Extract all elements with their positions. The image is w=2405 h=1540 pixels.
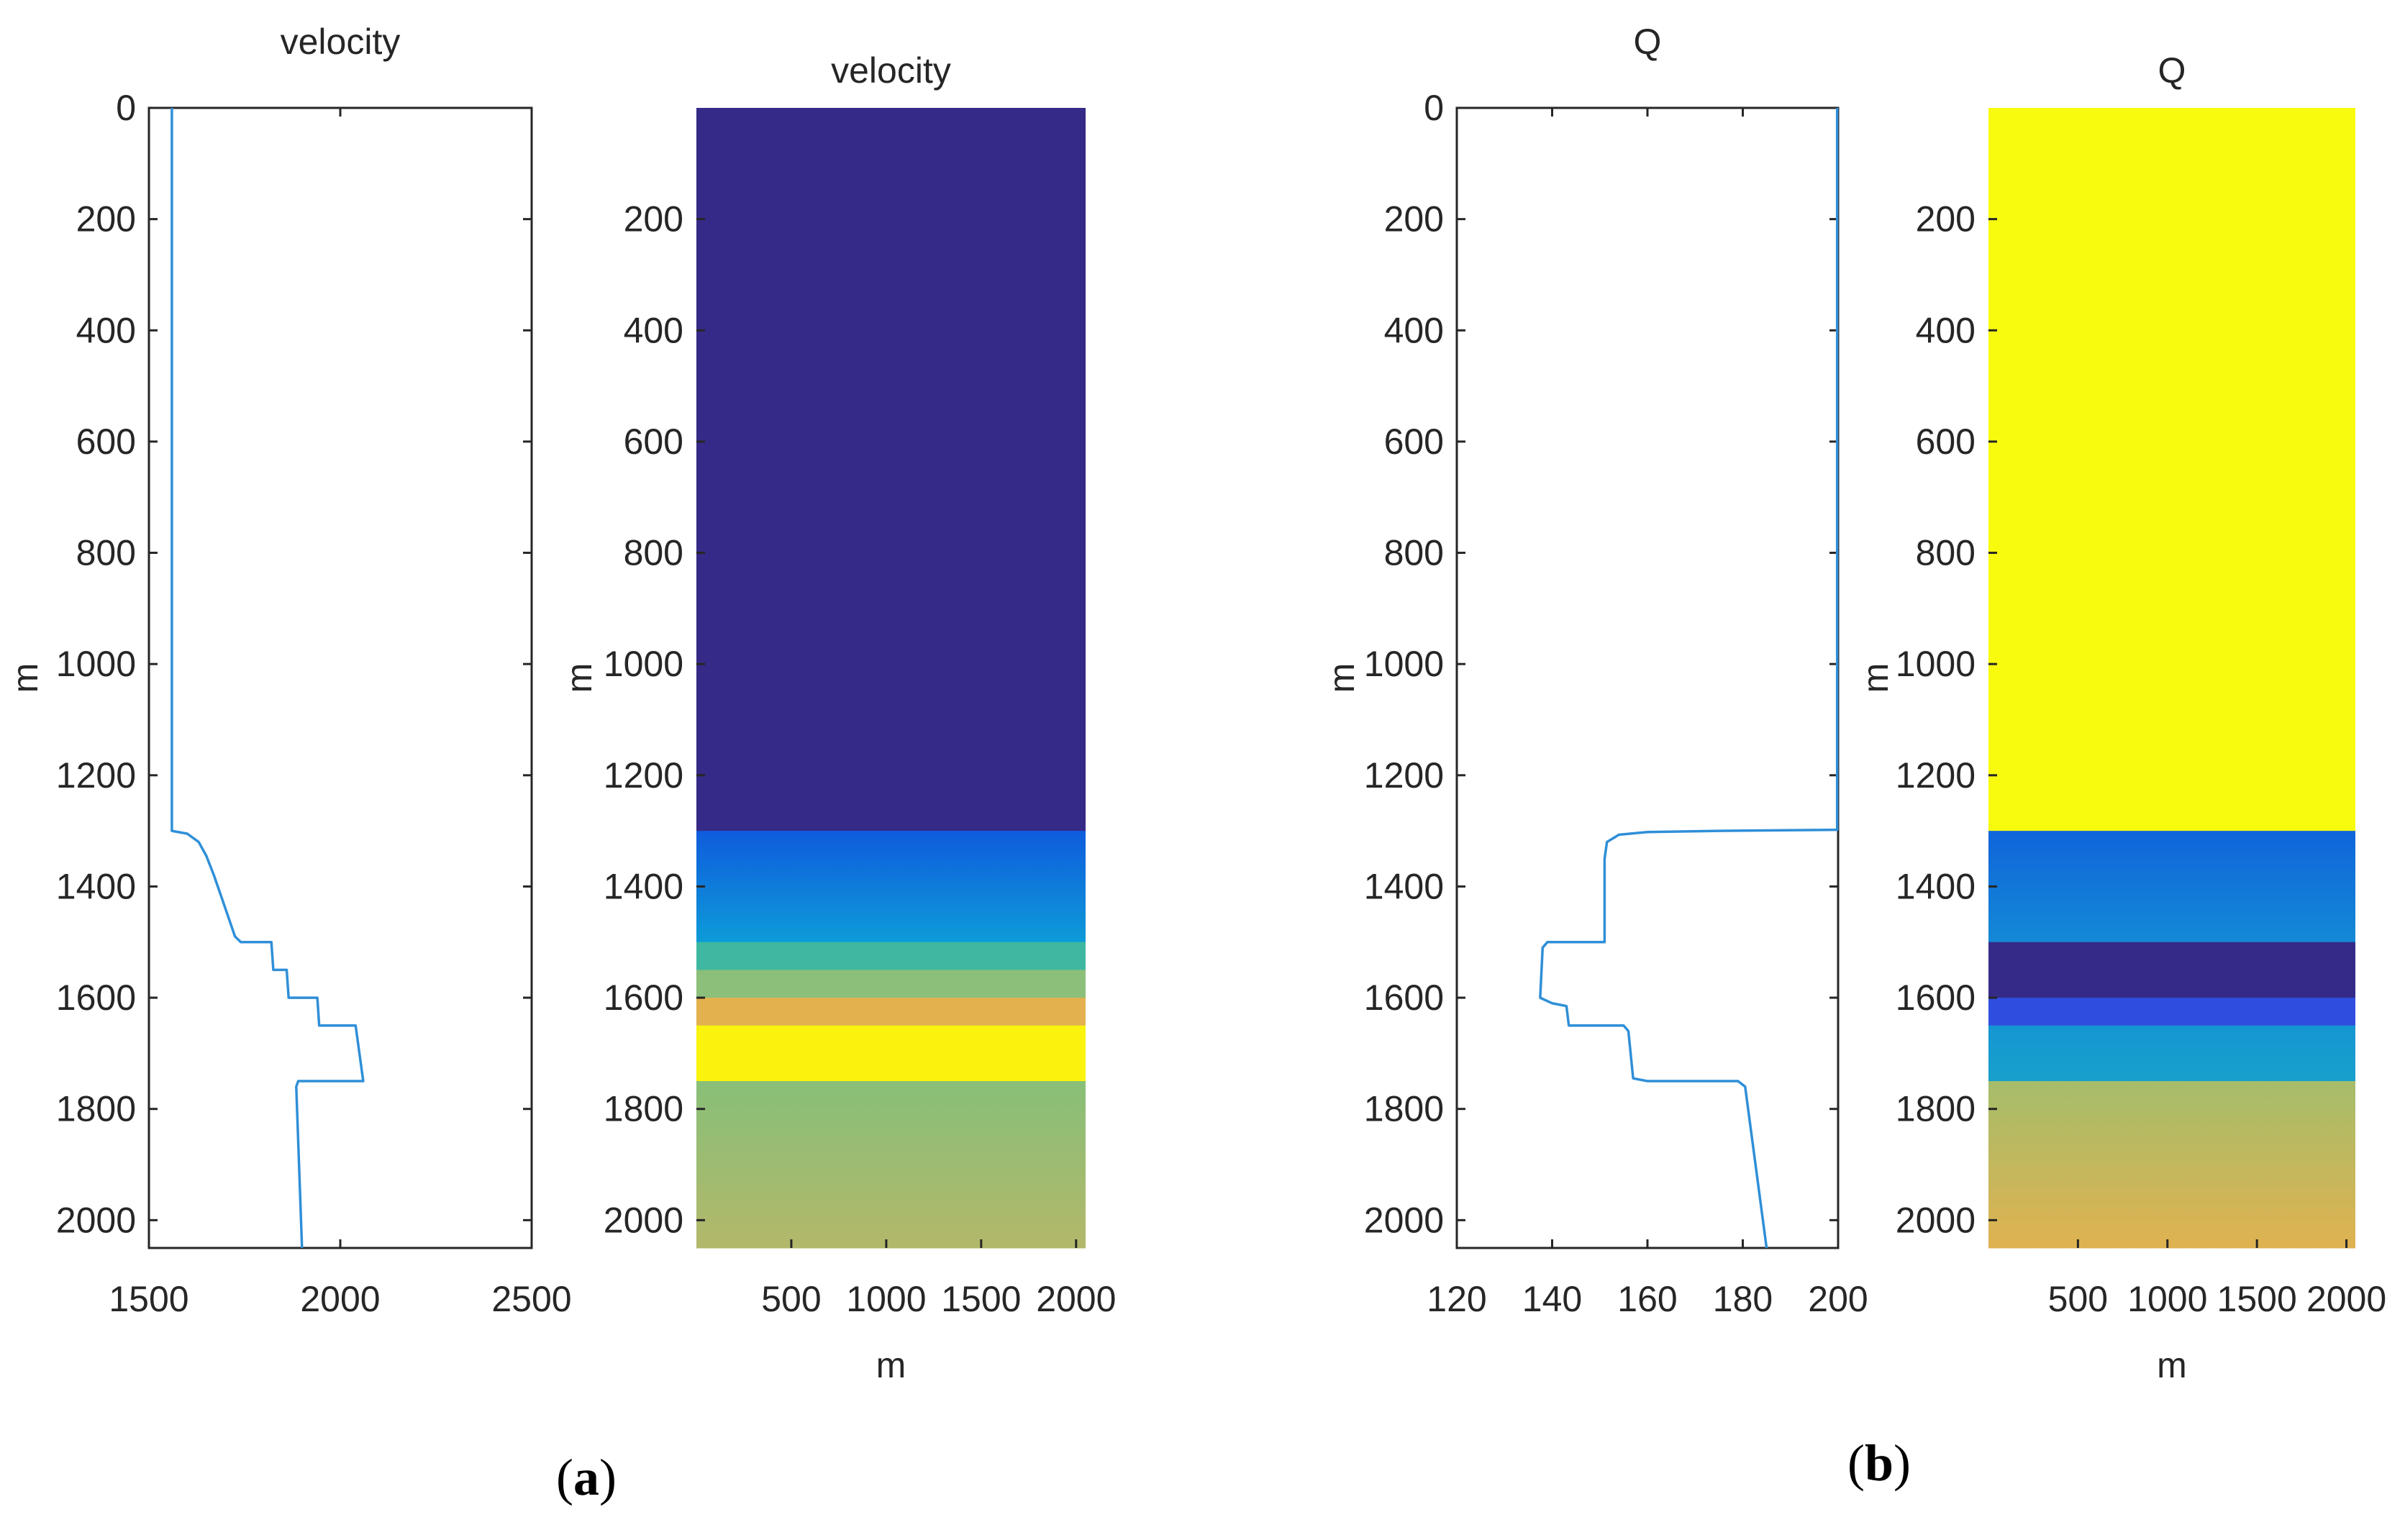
y-tick-label: 0 xyxy=(1424,88,1444,128)
y-tick-label: 1400 xyxy=(604,866,683,906)
y-tick-label: 400 xyxy=(624,310,683,350)
x-tick-label: 2500 xyxy=(491,1279,571,1319)
y-tick-label: 600 xyxy=(1916,422,1976,462)
y-tick-label: 2000 xyxy=(1896,1200,1976,1240)
y-tick-label: 1200 xyxy=(604,755,683,796)
y-tick-label: 400 xyxy=(76,310,136,350)
heatmap-layer xyxy=(1988,998,2355,1026)
y-tick-label: 2000 xyxy=(604,1200,683,1240)
x-tick-label: 140 xyxy=(1522,1279,1582,1319)
heatmap-layer xyxy=(696,108,1086,831)
plots: 0200400600800100012001400160018002000150… xyxy=(5,22,2386,1385)
y-tick-label: 800 xyxy=(76,533,136,573)
y-tick-label: 200 xyxy=(1384,199,1444,240)
x-tick-label: 180 xyxy=(1713,1279,1773,1319)
y-tick-label: 0 xyxy=(116,88,136,128)
y-tick-label: 1800 xyxy=(56,1089,136,1129)
heatmap-layer xyxy=(1988,1081,2355,1249)
y-tick-label: 1000 xyxy=(1896,644,1976,684)
y-tick-label: 1200 xyxy=(1896,755,1976,796)
chart-q_image: 200 400 600 800 1000 1200 1400 1600 1800 2000 500 1… xyxy=(1855,50,2386,1385)
heatmap-layer xyxy=(696,1081,1086,1249)
y-tick-label: 1400 xyxy=(1896,866,1976,906)
y-tick-label: 1600 xyxy=(1896,978,1976,1018)
x-tick-label: 1500 xyxy=(109,1279,188,1319)
y-tick-label: 400 xyxy=(1916,310,1976,350)
heatmap-layer xyxy=(696,831,1086,943)
chart-title: Q xyxy=(1634,22,1662,62)
y-tick-label: 1600 xyxy=(1364,978,1444,1018)
x-tick-label: 2000 xyxy=(300,1279,380,1319)
heatmap-layer xyxy=(1988,831,2355,943)
y-tick-label: 1800 xyxy=(604,1089,683,1129)
y-tick-label: 1200 xyxy=(56,755,136,796)
heatmap-layer xyxy=(696,970,1086,998)
y-tick-label: 600 xyxy=(624,422,683,462)
y-tick-label: 200 xyxy=(1916,199,1976,240)
chart-title: velocity xyxy=(831,50,951,91)
y-tick-label: 200 xyxy=(624,199,683,240)
caption-a: (a) xyxy=(556,1449,617,1506)
heatmap-layer xyxy=(696,1025,1086,1082)
y-tick-label: 1600 xyxy=(604,978,683,1018)
x-tick-label: 500 xyxy=(2048,1279,2108,1319)
x-tick-label: 1500 xyxy=(2217,1279,2297,1319)
y-tick-label: 200 xyxy=(76,199,136,240)
y-tick-label: 1400 xyxy=(56,866,136,906)
x-tick-label: 120 xyxy=(1427,1279,1486,1319)
x-tick-label: 2000 xyxy=(1036,1279,1116,1319)
chart-title: Q xyxy=(2158,50,2186,91)
y-tick-label: 1400 xyxy=(1364,866,1444,906)
y-tick-label: 1600 xyxy=(56,978,136,1018)
y-tick-label: 800 xyxy=(1384,533,1444,573)
y-tick-label: 2000 xyxy=(1364,1200,1444,1240)
heatmap-layer xyxy=(696,998,1086,1026)
y-axis-label: m xyxy=(5,663,45,693)
chart-title: velocity xyxy=(281,22,401,62)
x-tick-label: 200 xyxy=(1808,1279,1868,1319)
x-tick-label: 1000 xyxy=(846,1279,926,1319)
y-tick-label: 400 xyxy=(1384,310,1444,350)
x-tick-label: 1000 xyxy=(2127,1279,2207,1319)
x-axis-label: m xyxy=(2157,1345,2187,1385)
y-tick-label: 2000 xyxy=(56,1200,136,1240)
heatmap-layer xyxy=(1988,108,2355,831)
y-tick-label: 1000 xyxy=(1364,644,1444,684)
series-line-velocity xyxy=(171,108,365,1249)
chart-q_profile: 0 200 400 600 800 1000 1200 1400 1600 1800 2000 120… xyxy=(1322,22,1868,1319)
heatmap-layer xyxy=(1988,942,2355,998)
y-tick-label: 1000 xyxy=(604,644,683,684)
x-axis-label: m xyxy=(876,1345,906,1385)
y-tick-label: 800 xyxy=(624,533,683,573)
x-tick-label: 2000 xyxy=(2306,1279,2386,1319)
y-tick-label: 1200 xyxy=(1364,755,1444,796)
y-axis-label: m xyxy=(559,663,599,693)
y-axis-label: m xyxy=(1855,663,1896,693)
x-tick-label: 500 xyxy=(761,1279,821,1319)
heatmap-layer xyxy=(696,942,1086,970)
x-tick-label: 160 xyxy=(1617,1279,1677,1319)
series-line-q xyxy=(1539,108,1839,1249)
heatmap-layer xyxy=(1988,1025,2355,1082)
chart-vel_image: 200 400 600 800 1000 1200 1400 1600 1800 2000 500 1… xyxy=(559,50,1116,1385)
y-tick-label: 600 xyxy=(76,422,136,462)
y-tick-label: 1000 xyxy=(56,644,136,684)
y-tick-label: 800 xyxy=(1916,533,1976,573)
y-tick-label: 1800 xyxy=(1896,1089,1976,1129)
y-tick-label: 600 xyxy=(1384,422,1444,462)
x-tick-label: 1500 xyxy=(941,1279,1021,1319)
chart-vel_profile: 0 200 400 600 800 1000 1200 1400 1600 1800 2000 150… xyxy=(5,22,572,1319)
y-tick-label: 1800 xyxy=(1364,1089,1444,1129)
y-axis-label: m xyxy=(1322,663,1362,693)
caption-b: (b) xyxy=(1847,1434,1911,1492)
